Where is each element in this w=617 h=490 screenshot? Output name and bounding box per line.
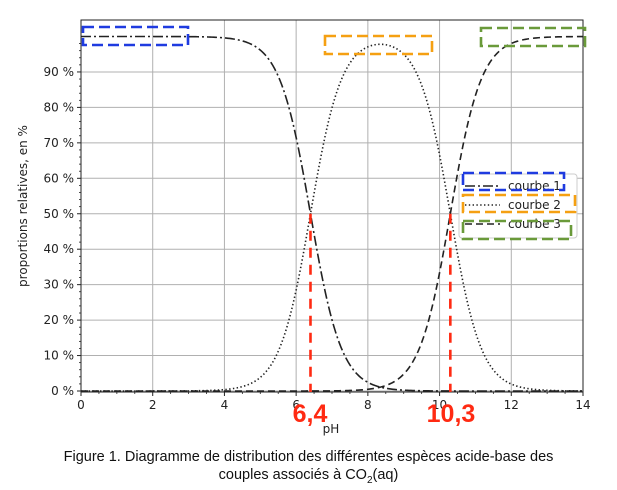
- y-tick-label: 20 %: [44, 313, 75, 327]
- pka-label: 6,4: [293, 400, 328, 428]
- y-tick-label: 50 %: [44, 207, 75, 221]
- pka-label: 10,3: [427, 400, 476, 428]
- y-axis-label: proportions relatives, en %: [16, 125, 30, 287]
- x-tick-label: 12: [504, 398, 519, 412]
- y-tick-label: 10 %: [44, 349, 75, 363]
- y-tick-label: 30 %: [44, 278, 75, 292]
- caption-line-2: couples associés à CO2(aq): [0, 466, 617, 490]
- y-axis-ticks: 0 % 10 % 20 % 30 % 40 % 50 % 60 % 70 % 80 % 90 %: [44, 44, 82, 398]
- x-tick-label: 14: [575, 398, 590, 412]
- x-tick-label: 0: [77, 398, 85, 412]
- y-tick-label: 0 %: [51, 384, 74, 398]
- x-tick-label: 8: [364, 398, 372, 412]
- y-tick-label: 90 %: [44, 65, 75, 79]
- x-tick-label: 4: [221, 398, 229, 412]
- caption-line-2-prefix: couples associés à CO: [219, 467, 367, 483]
- caption-line-1: Figure 1. Diagramme de distribution des …: [0, 448, 617, 466]
- y-tick-label: 40 %: [44, 242, 75, 256]
- legend-label: courbe 3: [508, 217, 561, 231]
- pka-markers: 6,4 10,3: [293, 214, 476, 428]
- caption-line-2-suffix: (aq): [373, 467, 399, 483]
- legend-label: courbe 2: [508, 198, 561, 212]
- x-tick-label: 2: [149, 398, 157, 412]
- y-tick-label: 70 %: [44, 136, 75, 150]
- y-tick-label: 60 %: [44, 171, 75, 185]
- figure-caption: Figure 1. Diagramme de distribution des …: [0, 448, 617, 490]
- y-tick-label: 80 %: [44, 100, 75, 114]
